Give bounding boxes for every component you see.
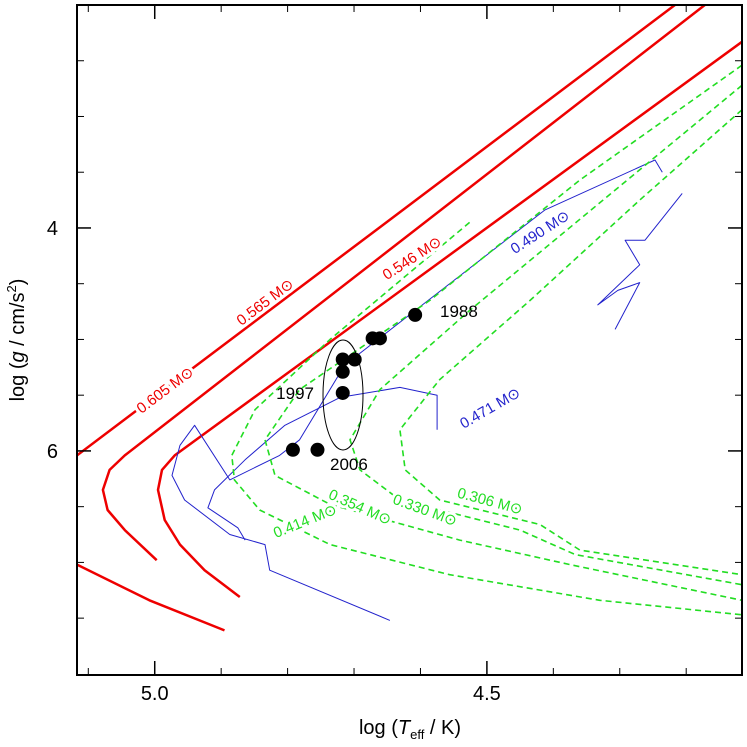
y-title-part: g [7,351,29,362]
y-title-part: 2 [4,285,19,292]
track-label: 0.605 M⊙ [134,364,198,418]
plot-frame [76,4,743,676]
plot-area [77,5,742,632]
observation-point [408,307,423,322]
track-line [77,5,676,632]
track-line [156,40,742,598]
track-line [171,159,663,621]
observation-point [285,442,300,457]
y-axis-title: log (g / cm/s2) [4,279,29,402]
track-line [399,109,742,576]
ellipse [322,339,364,451]
year-label: 2006 [330,455,368,474]
year-label: 1997 [276,384,314,403]
year-label: 1988 [440,302,478,321]
x-axis-title: log (Teff / K) [359,717,461,742]
y-title-part: / cm/s [7,292,29,351]
x-title-part: log ( [359,717,398,739]
track-label: 0.546 M⊙ [380,233,445,284]
observation-point [335,385,350,400]
track-label: 0.354 M⊙ [326,486,394,529]
x-tick-label: 5.0 [141,683,169,705]
y-title-part: ) [7,279,29,286]
observation-point [347,352,362,367]
track-line [231,221,742,616]
observation-point [335,364,350,379]
x-title-part: T [398,717,412,739]
track-line [207,193,683,541]
y-tick-label: 6 [47,441,58,463]
track-label: 0.471 M⊙ [457,384,523,432]
track-label: 0.306 M⊙ [455,485,524,519]
observation-point [335,352,350,367]
track-line [264,64,742,602]
track-line [101,5,706,562]
observation-point [310,442,325,457]
track-label: 0.565 M⊙ [234,276,298,330]
track-line [349,84,742,586]
x-tick-label: 4.5 [473,683,501,705]
x-title-part: eff [410,727,425,742]
track-label: 0.414 M⊙ [271,501,339,542]
x-title-part: / K) [424,717,461,739]
y-title-part: log ( [7,362,29,401]
observation-point [365,331,380,346]
y-tick-label: 4 [47,218,58,240]
